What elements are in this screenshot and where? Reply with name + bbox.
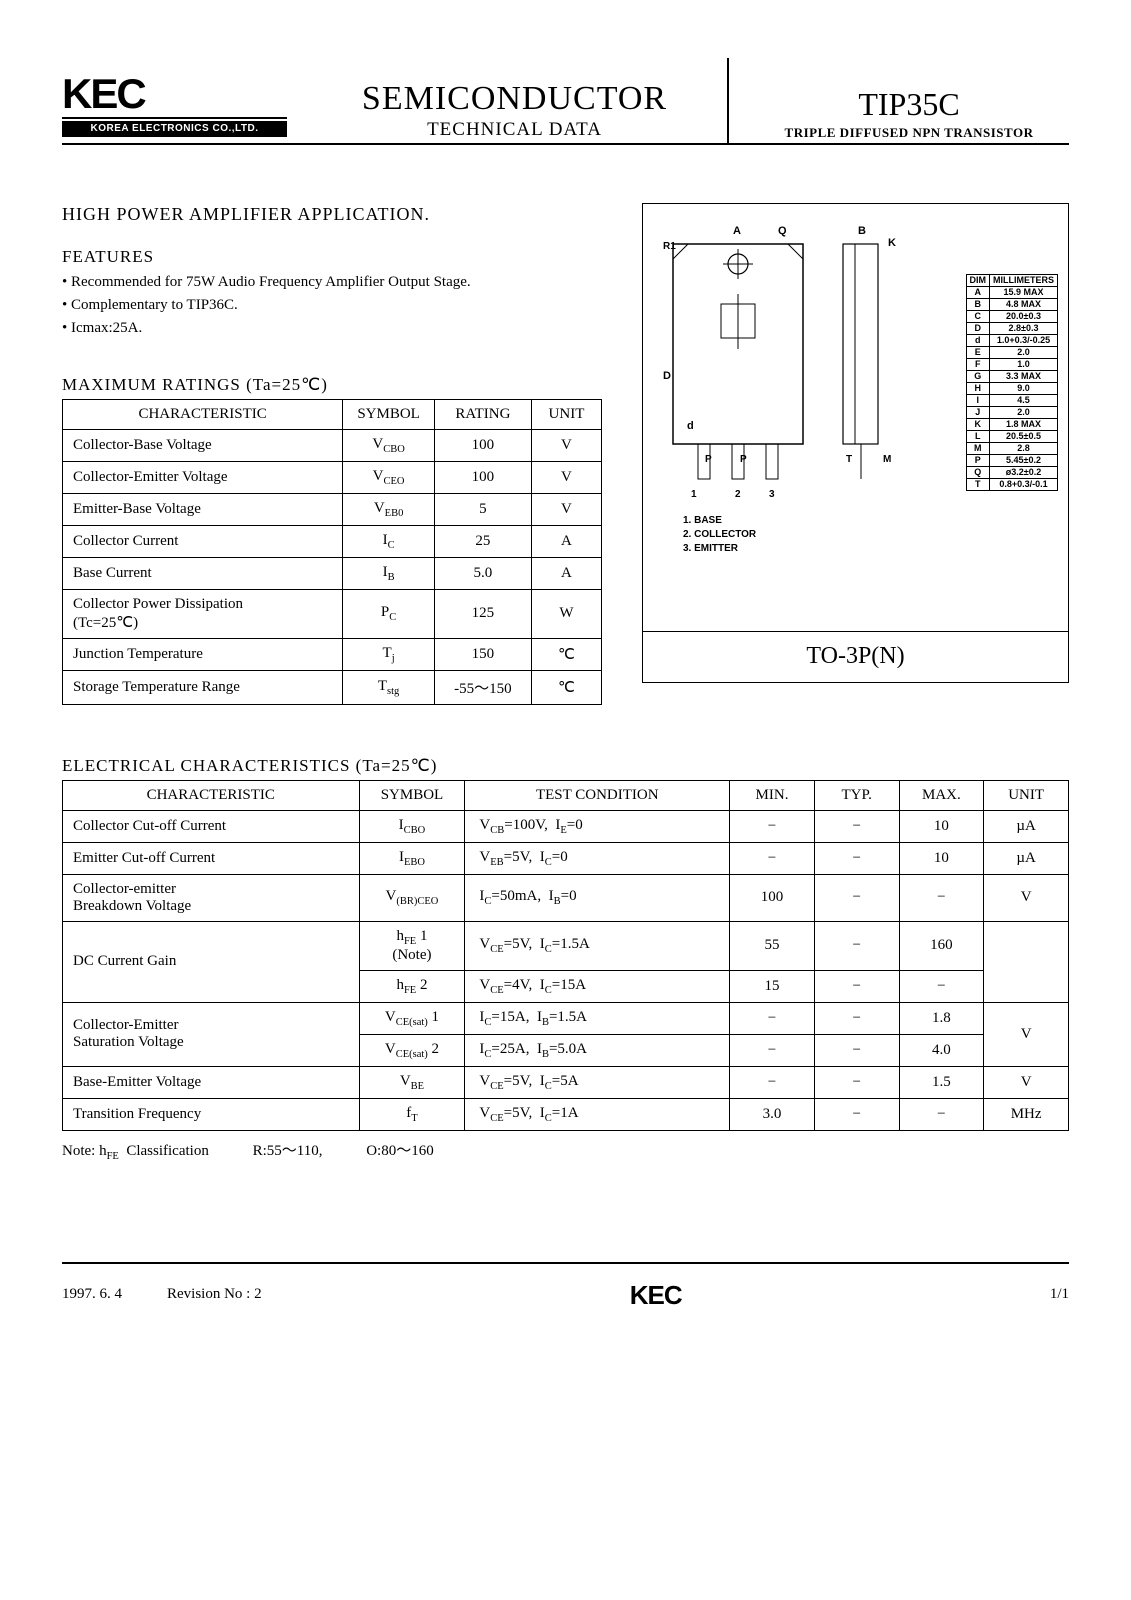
logo-subtitle: KOREA ELECTRONICS CO.,LTD. bbox=[62, 121, 287, 137]
footer-logo: KEC bbox=[630, 1282, 682, 1308]
logo-rule bbox=[62, 117, 287, 119]
svg-text:B: B bbox=[858, 225, 866, 237]
table-row: Collector CurrentIC25A bbox=[63, 525, 602, 557]
features-title: FEATURES bbox=[62, 248, 602, 265]
application-title: HIGH POWER AMPLIFIER APPLICATION. bbox=[62, 203, 602, 226]
logo-block: KEC KOREA ELECTRONICS CO.,LTD. bbox=[62, 73, 322, 143]
table-row: Base-Emitter Voltage VBE VCE=5V, IC=5A −… bbox=[63, 1066, 1069, 1098]
svg-text:R1: R1 bbox=[663, 241, 676, 252]
header-divider bbox=[727, 58, 729, 143]
part-description: TRIPLE DIFFUSED NPN TRANSISTOR bbox=[749, 126, 1069, 139]
table-row: Emitter-Base VoltageVEB05V bbox=[63, 493, 602, 525]
footer-date: 1997. 6. 4 bbox=[62, 1286, 122, 1302]
elec-char-table: CHARACTERISTIC SYMBOL TEST CONDITION MIN… bbox=[62, 780, 1069, 1131]
footer-left: 1997. 6. 4 Revision No : 2 bbox=[62, 1286, 262, 1303]
table-row: Base CurrentIB5.0A bbox=[63, 557, 602, 589]
max-ratings-title: MAXIMUM RATINGS (Ta=25℃) bbox=[62, 376, 602, 393]
header-title: SEMICONDUCTOR bbox=[322, 82, 707, 116]
table-header-row: CHARACTERISTIC SYMBOL TEST CONDITION MIN… bbox=[63, 780, 1069, 810]
part-number: TIP35C bbox=[749, 88, 1069, 120]
feature-item: Complementary to TIP36C. bbox=[62, 294, 602, 317]
table-row: Collector-emitterBreakdown Voltage V(BR)… bbox=[63, 874, 1069, 921]
svg-text:d: d bbox=[687, 420, 694, 432]
svg-text:P: P bbox=[740, 454, 747, 465]
table-row: Storage Temperature RangeTstg-55～150℃ bbox=[63, 670, 602, 704]
table-row: Transition Frequency fT VCE=5V, IC=1A 3.… bbox=[63, 1098, 1069, 1130]
table-row: Collector Cut-off Current ICBO VCB=100V,… bbox=[63, 810, 1069, 842]
svg-text:T: T bbox=[846, 454, 852, 465]
svg-text:D: D bbox=[663, 370, 671, 382]
svg-text:P: P bbox=[705, 454, 712, 465]
page-header: KEC KOREA ELECTRONICS CO.,LTD. SEMICONDU… bbox=[62, 40, 1069, 145]
hfe-classification-note: Note: hFE Classification R:55～110, O:80～… bbox=[62, 1139, 1069, 1162]
table-header-row: CHARACTERISTIC SYMBOL RATING UNIT bbox=[63, 399, 602, 429]
package-outline-svg: 1 2 3 A Q B K R1 D d P P T M bbox=[643, 204, 923, 504]
svg-text:2: 2 bbox=[735, 489, 741, 500]
features-list: Recommended for 75W Audio Frequency Ampl… bbox=[62, 271, 602, 339]
col-unit: UNIT bbox=[531, 399, 601, 429]
header-subtitle: TECHNICAL DATA bbox=[322, 120, 707, 139]
left-column: HIGH POWER AMPLIFIER APPLICATION. FEATUR… bbox=[62, 203, 602, 705]
feature-item: Icmax:25A. bbox=[62, 317, 602, 340]
table-row: Junction TemperatureTj150℃ bbox=[63, 638, 602, 670]
pin-label: 1. BASE bbox=[683, 514, 756, 528]
table-row: Collector-Base VoltageVCBO100V bbox=[63, 429, 602, 461]
package-outline-box: 1 2 3 A Q B K R1 D d P P T M bbox=[642, 203, 1069, 683]
svg-text:M: M bbox=[883, 454, 891, 465]
svg-text:K: K bbox=[888, 237, 896, 249]
svg-text:3: 3 bbox=[769, 489, 775, 500]
package-name: TO-3P(N) bbox=[643, 631, 1068, 668]
pin-label: 3. EMITTER bbox=[683, 542, 756, 556]
max-ratings-table: CHARACTERISTIC SYMBOL RATING UNIT Collec… bbox=[62, 399, 602, 705]
pin-labels: 1. BASE 2. COLLECTOR 3. EMITTER bbox=[683, 514, 756, 556]
svg-text:Q: Q bbox=[778, 225, 787, 237]
logo-text: KEC bbox=[62, 73, 322, 115]
elec-char-title: ELECTRICAL CHARACTERISTICS (Ta=25℃) bbox=[62, 757, 1069, 774]
feature-item: Recommended for 75W Audio Frequency Ampl… bbox=[62, 271, 602, 294]
table-row: Collector Power Dissipation(Tc=25℃)PC125… bbox=[63, 589, 602, 638]
col-symbol: SYMBOL bbox=[343, 399, 435, 429]
pin-label: 2. COLLECTOR bbox=[683, 528, 756, 542]
table-row: Collector-EmitterSaturation Voltage VCE(… bbox=[63, 1002, 1069, 1034]
right-column: 1 2 3 A Q B K R1 D d P P T M bbox=[602, 203, 1069, 705]
table-row: DC Current Gain hFE 1(Note) VCE=5V, IC=1… bbox=[63, 921, 1069, 970]
header-right: TIP35C TRIPLE DIFFUSED NPN TRANSISTOR bbox=[749, 88, 1069, 143]
col-characteristic: CHARACTERISTIC bbox=[63, 399, 343, 429]
footer-page: 1/1 bbox=[1050, 1286, 1069, 1303]
footer-revision: Revision No : 2 bbox=[167, 1286, 262, 1302]
svg-text:A: A bbox=[733, 225, 741, 237]
col-rating: RATING bbox=[434, 399, 531, 429]
header-center: SEMICONDUCTOR TECHNICAL DATA bbox=[322, 82, 707, 143]
table-row: Emitter Cut-off Current IEBO VEB=5V, IC=… bbox=[63, 842, 1069, 874]
footer-rule bbox=[62, 1262, 1069, 1264]
svg-text:1: 1 bbox=[691, 489, 697, 500]
table-row: Collector-Emitter VoltageVCEO100V bbox=[63, 461, 602, 493]
page-footer: 1997. 6. 4 Revision No : 2 KEC 1/1 bbox=[62, 1282, 1069, 1308]
dimensions-table: DIMMILLIMETERS A15.9 MAX B4.8 MAX C20.0±… bbox=[966, 274, 1059, 491]
